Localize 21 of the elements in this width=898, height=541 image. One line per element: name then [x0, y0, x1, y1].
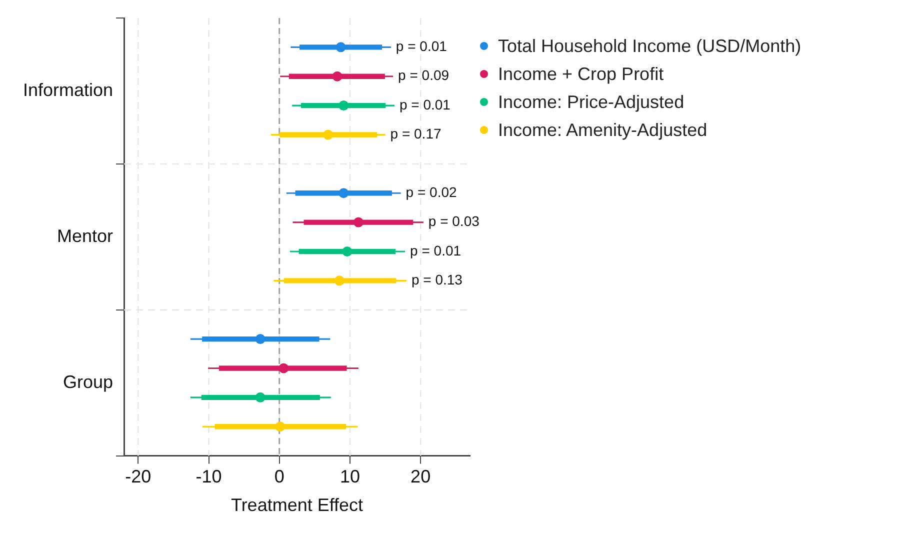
annotation: p = 0.03	[428, 213, 480, 230]
legend-label: Income: Price-Adjusted	[498, 92, 684, 112]
x-tick-label: 10	[340, 466, 360, 487]
annotation: p = 0.09	[398, 67, 450, 84]
legend-label: Income + Crop Profit	[498, 64, 664, 84]
x-axis-title: Treatment Effect	[230, 495, 364, 516]
y-tick-label: Group	[63, 372, 114, 392]
y-tick-label: Information	[22, 80, 114, 100]
annotation: p = 0.02	[406, 184, 458, 200]
annotation: p = 0.13	[411, 272, 463, 288]
x-tick-label: 0	[274, 466, 284, 487]
annotation: p = 0.01	[410, 242, 462, 258]
legend-label: Total Household Income (USD/Month)	[498, 36, 802, 56]
x-tick-label: -10	[196, 466, 222, 487]
annotation: p = 0.01	[399, 96, 451, 112]
x-tick-label: -20	[125, 466, 152, 487]
y-tick-label: Mentor	[57, 226, 114, 246]
annotation: p = 0.17	[390, 126, 442, 142]
x-tick-label: 20	[410, 466, 431, 487]
legend-label: Income: Amenity-Adjusted	[498, 120, 708, 140]
annotation: p = 0.01	[396, 38, 448, 54]
